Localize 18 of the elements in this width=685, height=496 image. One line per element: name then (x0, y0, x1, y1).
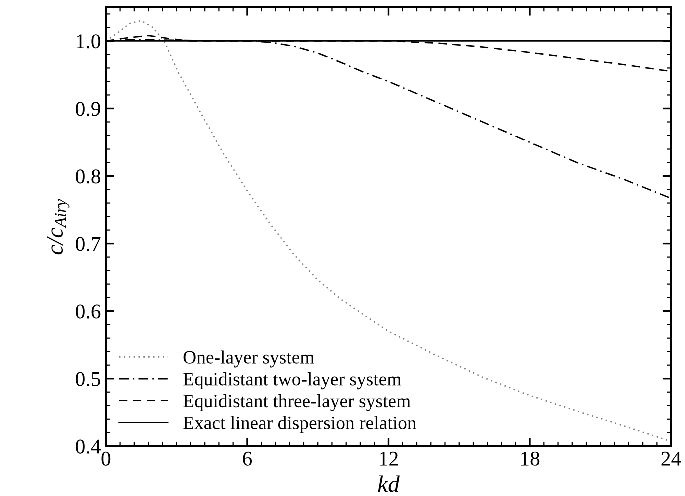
y-tick-label: 0.7 (76, 237, 101, 252)
legend-label: One-layer system (184, 350, 314, 368)
legend-label: Equidistant three-layer system (184, 394, 411, 412)
legend-label: Equidistant two-layer system (184, 372, 402, 390)
x-tick-label: 24 (662, 452, 682, 466)
y-tick-label: 0.5 (76, 372, 100, 386)
x-tick-label: 12 (380, 452, 398, 466)
x-tick-label: 6 (243, 452, 252, 466)
x-tick-label: 0 (102, 452, 111, 466)
y-tick-label: 0.4 (76, 440, 101, 454)
y-tick-label: 0.8 (76, 170, 101, 184)
legend-label: Exact linear dispersion relation (184, 416, 417, 434)
y-tick-label: 0.6 (76, 304, 101, 319)
y-tick-label: 1.0 (77, 34, 101, 49)
x-axis-title: kd (378, 476, 400, 492)
y-axis-title: c/c$_{Airy}$ (47, 199, 70, 255)
x-tick-label: 18 (521, 452, 540, 466)
y-tick-label: 0.9 (76, 102, 100, 116)
